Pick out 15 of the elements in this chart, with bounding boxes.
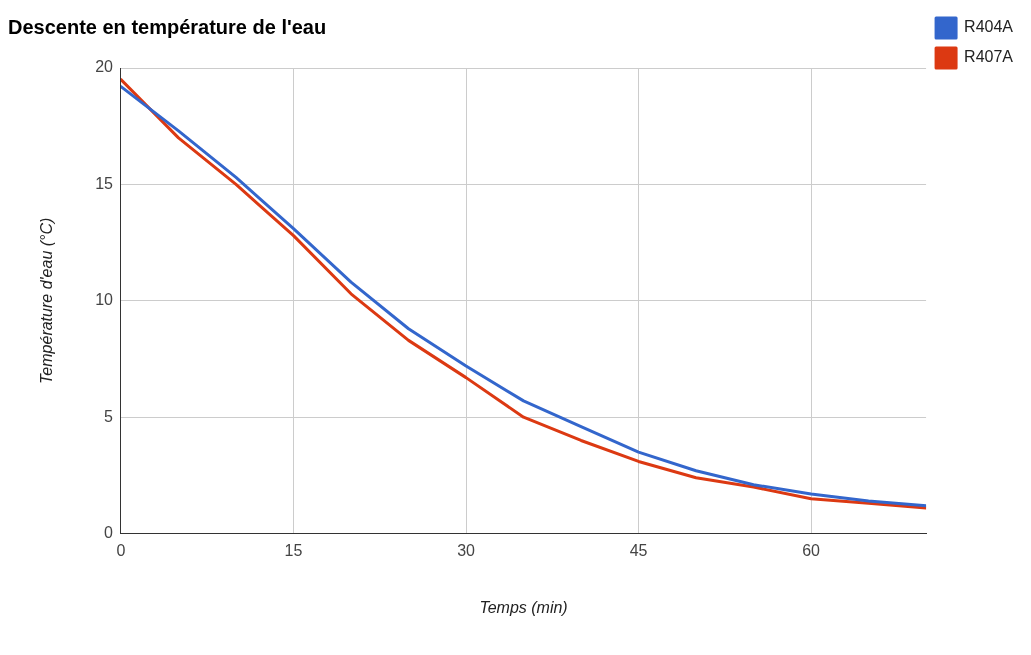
y-axis-title: Température d'eau (°C) — [38, 217, 56, 384]
legend-label: R404A — [964, 18, 1014, 36]
y-tick-label: 20 — [95, 58, 114, 76]
x-tick-label: 60 — [802, 541, 821, 559]
x-tick-label: 30 — [457, 541, 476, 559]
x-tick-label: 0 — [116, 541, 126, 559]
y-tick-label: 10 — [95, 291, 114, 309]
legend-label: R407A — [964, 48, 1014, 66]
y-tick-label: 15 — [95, 174, 114, 192]
chart-title: Descente en température de l'eau — [8, 15, 327, 38]
x-tick-label: 45 — [629, 541, 648, 559]
y-tick-label: 5 — [104, 407, 114, 425]
x-tick-label: 15 — [284, 541, 303, 559]
y-tick-label: 0 — [104, 524, 114, 542]
x-axis-title: Temps (min) — [479, 598, 568, 616]
